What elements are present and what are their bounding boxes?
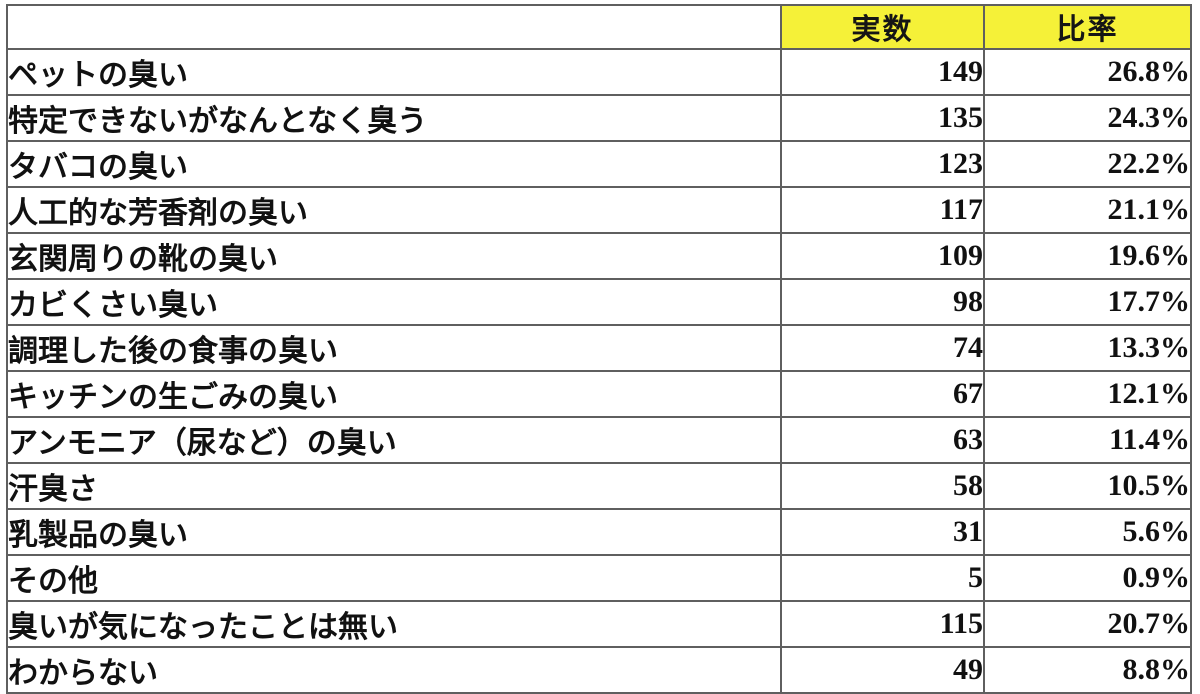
- table-row: アンモニア（尿など）の臭い 63 11.4%: [6, 416, 1192, 464]
- row-label-cell: 汗臭さ: [6, 462, 782, 510]
- row-count-cell: 67: [780, 370, 985, 418]
- row-label-cell: タバコの臭い: [6, 140, 782, 188]
- table-row: わからない 49 8.8%: [6, 646, 1192, 694]
- row-count-cell: 63: [780, 416, 985, 464]
- row-count-cell: 135: [780, 94, 985, 142]
- row-ratio-cell: 11.4%: [983, 416, 1192, 464]
- survey-odor-table-container: 実数 比率 ペットの臭い 149 26.8% 特定できないがなんとなく臭う 135 24.…: [6, 4, 1192, 694]
- row-label-cell: アンモニア（尿など）の臭い: [6, 416, 782, 464]
- row-ratio-cell: 12.1%: [983, 370, 1192, 418]
- row-count-cell: 117: [780, 186, 985, 234]
- table-body: ペットの臭い 149 26.8% 特定できないがなんとなく臭う 135 24.3% タバコの…: [6, 48, 1192, 694]
- row-ratio-cell: 0.9%: [983, 554, 1192, 602]
- row-ratio-cell: 22.2%: [983, 140, 1192, 188]
- survey-odor-table: 実数 比率 ペットの臭い 149 26.8% 特定できないがなんとなく臭う 135 24.…: [6, 4, 1192, 694]
- row-label-cell: ペットの臭い: [6, 48, 782, 96]
- row-count-cell: 115: [780, 600, 985, 648]
- header-empty-cell: [6, 4, 782, 50]
- row-ratio-cell: 20.7%: [983, 600, 1192, 648]
- row-ratio-cell: 13.3%: [983, 324, 1192, 372]
- row-ratio-cell: 17.7%: [983, 278, 1192, 326]
- row-count-cell: 31: [780, 508, 985, 556]
- row-label-cell: カビくさい臭い: [6, 278, 782, 326]
- table-row: タバコの臭い 123 22.2%: [6, 140, 1192, 188]
- row-ratio-cell: 5.6%: [983, 508, 1192, 556]
- table-row: 臭いが気になったことは無い 115 20.7%: [6, 600, 1192, 648]
- row-ratio-cell: 19.6%: [983, 232, 1192, 280]
- row-count-cell: 5: [780, 554, 985, 602]
- row-label-cell: キッチンの生ごみの臭い: [6, 370, 782, 418]
- table-row: ペットの臭い 149 26.8%: [6, 48, 1192, 96]
- table-row: 調理した後の食事の臭い 74 13.3%: [6, 324, 1192, 372]
- row-count-cell: 109: [780, 232, 985, 280]
- header-row: 実数 比率: [6, 4, 1192, 50]
- table-row: キッチンの生ごみの臭い 67 12.1%: [6, 370, 1192, 418]
- table-row: 玄関周りの靴の臭い 109 19.6%: [6, 232, 1192, 280]
- row-ratio-cell: 21.1%: [983, 186, 1192, 234]
- row-ratio-cell: 26.8%: [983, 48, 1192, 96]
- header-count-cell: 実数: [780, 4, 985, 50]
- table-row: カビくさい臭い 98 17.7%: [6, 278, 1192, 326]
- row-ratio-cell: 10.5%: [983, 462, 1192, 510]
- table-row: その他 5 0.9%: [6, 554, 1192, 602]
- row-label-cell: わからない: [6, 646, 782, 694]
- row-label-cell: その他: [6, 554, 782, 602]
- table-row: 人工的な芳香剤の臭い 117 21.1%: [6, 186, 1192, 234]
- table-row: 乳製品の臭い 31 5.6%: [6, 508, 1192, 556]
- row-label-cell: 特定できないがなんとなく臭う: [6, 94, 782, 142]
- row-count-cell: 123: [780, 140, 985, 188]
- row-count-cell: 74: [780, 324, 985, 372]
- header-ratio-cell: 比率: [983, 4, 1192, 50]
- row-label-cell: 臭いが気になったことは無い: [6, 600, 782, 648]
- row-count-cell: 98: [780, 278, 985, 326]
- row-ratio-cell: 24.3%: [983, 94, 1192, 142]
- row-count-cell: 58: [780, 462, 985, 510]
- table-row: 汗臭さ 58 10.5%: [6, 462, 1192, 510]
- row-label-cell: 乳製品の臭い: [6, 508, 782, 556]
- row-ratio-cell: 8.8%: [983, 646, 1192, 694]
- row-label-cell: 人工的な芳香剤の臭い: [6, 186, 782, 234]
- row-label-cell: 調理した後の食事の臭い: [6, 324, 782, 372]
- row-count-cell: 149: [780, 48, 985, 96]
- table-row: 特定できないがなんとなく臭う 135 24.3%: [6, 94, 1192, 142]
- row-label-cell: 玄関周りの靴の臭い: [6, 232, 782, 280]
- row-count-cell: 49: [780, 646, 985, 694]
